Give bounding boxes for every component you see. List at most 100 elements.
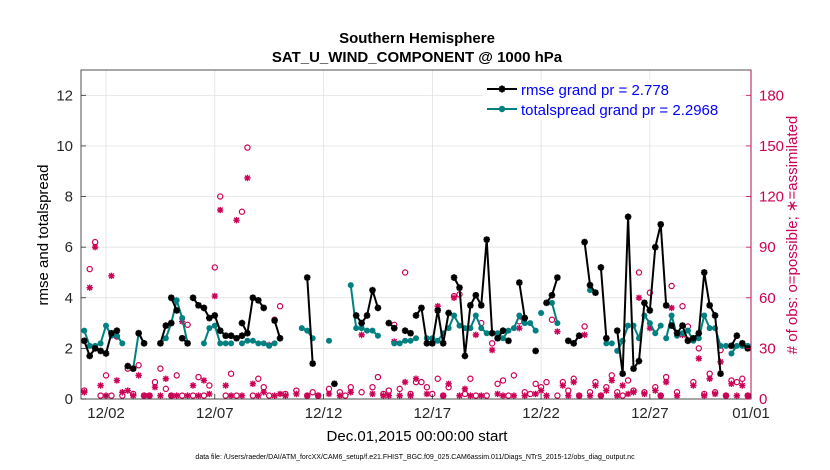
totalspread-point <box>407 337 414 344</box>
obs-assimilated-point <box>690 382 697 389</box>
rmse-point <box>717 370 724 377</box>
legend: rmse grand pr = 2.778 totalspread grand … <box>483 80 741 120</box>
obs-assimilated-point <box>516 324 523 332</box>
obs-possible-point <box>157 365 164 372</box>
totalspread-point <box>113 332 120 339</box>
obs-possible-point <box>206 382 213 389</box>
rmse-point <box>662 302 670 309</box>
obs-possible-point <box>510 372 518 379</box>
rmse-point <box>238 319 246 327</box>
x-tick-label: 12/22 <box>522 405 560 422</box>
rmse-point <box>532 347 539 355</box>
obs-assimilated-point <box>91 243 99 251</box>
obs-possible-point <box>184 321 191 328</box>
obs-possible-point <box>255 375 262 382</box>
rmse-point <box>200 304 208 312</box>
obs-assimilated-point <box>304 392 311 399</box>
obs-assimilated-point <box>130 392 137 399</box>
rmse-point <box>124 362 132 370</box>
rmse-point <box>592 289 599 297</box>
rmse-point <box>363 312 371 319</box>
rmse-point <box>140 340 148 347</box>
obs-assimilated-point <box>412 375 420 382</box>
obs-possible-point <box>309 389 316 396</box>
obs-assimilated-point <box>668 304 675 312</box>
totalspread-point <box>668 312 675 319</box>
rmse-point <box>586 281 594 289</box>
rmse-point <box>91 345 99 352</box>
obs-assimilated-point <box>467 392 474 399</box>
rmse-point <box>374 304 382 312</box>
totalspread-point <box>222 340 229 347</box>
y-axis-left-ticks: 0 2 4 6 8 10 12 <box>56 87 86 408</box>
obs-assimilated-point <box>314 392 322 399</box>
obs-assimilated-point <box>488 346 496 354</box>
totalspread-point <box>81 327 88 334</box>
totalspread-point <box>646 320 653 327</box>
rmse-point <box>222 332 229 340</box>
rmse-point <box>477 302 485 309</box>
obs-assimilated-point <box>499 392 507 399</box>
totalspread-point <box>298 325 305 332</box>
obs-assimilated-point <box>162 375 170 382</box>
obs-possible-point <box>532 380 539 388</box>
rmse-point <box>358 319 365 327</box>
rmse-point <box>418 304 425 312</box>
obs-assimilated-point <box>157 392 164 399</box>
obs-possible-point <box>418 378 425 386</box>
rmse-point <box>244 329 251 337</box>
totalspread-point <box>538 309 545 316</box>
rmse-point <box>178 334 186 342</box>
rmse-point <box>423 340 431 347</box>
rmse-point <box>429 340 436 347</box>
rmse-point <box>554 274 561 281</box>
obs-possible-point <box>162 385 170 393</box>
obs-assimilated-point <box>282 392 289 399</box>
obs-assimilated-point <box>358 331 365 339</box>
obs-assimilated-point <box>570 378 577 386</box>
obs-possible-point <box>195 373 202 381</box>
obs-assimilated-point <box>478 392 485 399</box>
rmse-point <box>516 279 523 286</box>
totalspread-point <box>211 322 218 329</box>
totalspread-point <box>516 312 523 319</box>
obs-assimilated-point <box>619 382 626 389</box>
rmse-point <box>254 297 262 304</box>
rmse-point <box>690 334 697 342</box>
totalspread-point <box>364 327 371 334</box>
obs-possible-point <box>86 265 93 273</box>
rmse-point <box>157 340 164 347</box>
rmse-point <box>564 337 572 345</box>
totalspread-point <box>255 340 262 347</box>
obs-possible-point <box>102 372 110 379</box>
totalspread-point <box>722 342 729 349</box>
rmse-point <box>461 352 469 360</box>
obs-assimilated-point <box>461 385 469 393</box>
obs-assimilated-point <box>81 389 88 396</box>
rmse-point <box>445 309 452 317</box>
obs-assimilated-point <box>711 390 719 398</box>
obs-assimilated-point <box>559 382 567 389</box>
obs-assimilated-point <box>456 392 463 399</box>
rmse-point <box>548 291 556 299</box>
totalspread-point <box>505 327 512 334</box>
rmse-point <box>728 342 735 350</box>
totalspread-point <box>451 312 458 319</box>
obs-possible-point <box>374 373 382 381</box>
obs-possible-point <box>554 392 561 399</box>
y-right-tick-label: 120 <box>759 189 784 206</box>
rmse-point <box>543 299 550 307</box>
x-tick-label: 12/02 <box>87 405 125 422</box>
obs-assimilated-point <box>717 358 724 366</box>
obs-assimilated-point <box>581 331 588 339</box>
obs-assimilated-point <box>401 378 409 386</box>
y-left-tick-label: 6 <box>65 239 73 256</box>
rmse-series <box>80 213 752 388</box>
obs-assimilated-point <box>369 390 376 398</box>
obs-assimilated-point <box>97 382 104 389</box>
rmse-point <box>216 327 224 334</box>
obs-assimilated-point <box>521 392 528 399</box>
chart-title: Southern Hemisphere <box>339 30 495 47</box>
totalspread-line-segment <box>550 302 559 324</box>
